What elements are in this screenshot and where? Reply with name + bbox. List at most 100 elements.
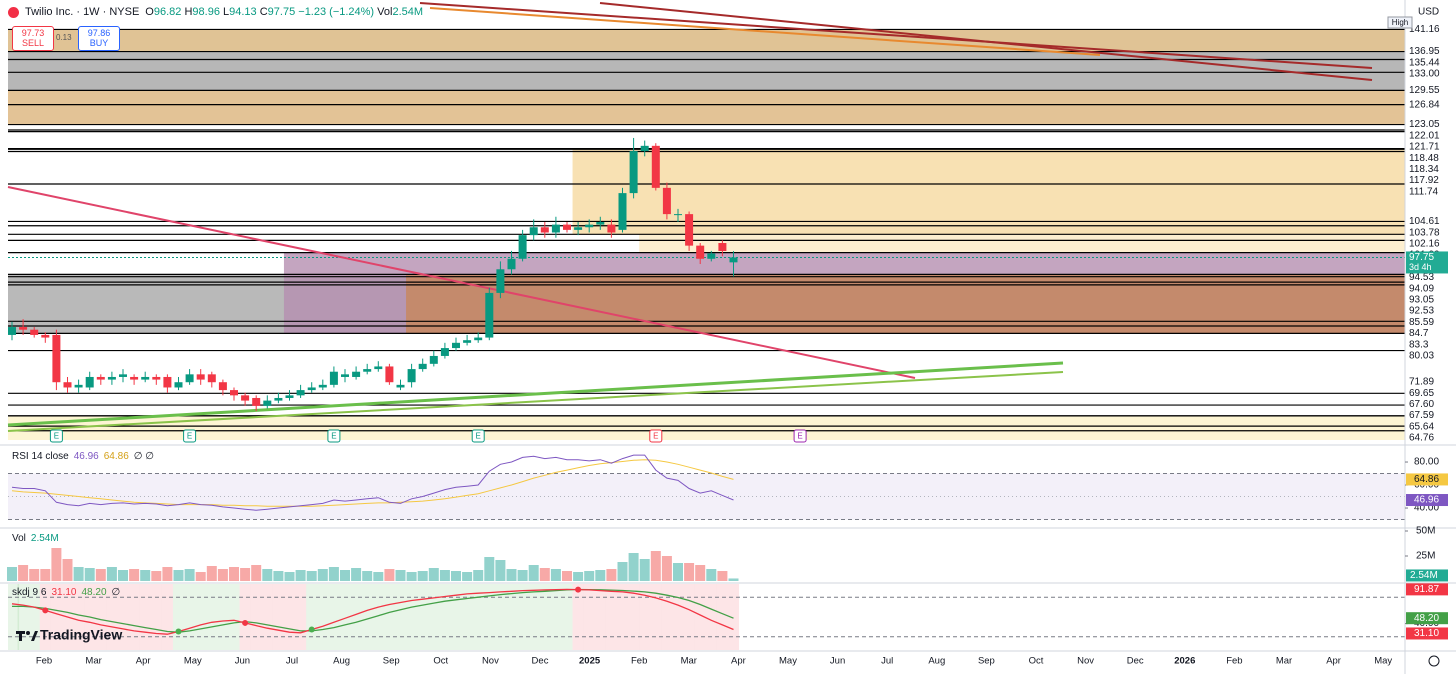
candle-body — [263, 400, 272, 406]
price-label: 133.00 — [1409, 69, 1440, 80]
candle-body — [618, 193, 627, 230]
skdj-shade — [372, 584, 384, 650]
candle-body — [252, 397, 261, 406]
skdj-shade — [8, 584, 20, 650]
ohlc-letter: C — [259, 6, 268, 18]
sell-button[interactable]: 97.73 SELL — [12, 26, 54, 51]
time-label: Jun — [830, 656, 845, 667]
ohlc-value: 94.13 — [229, 6, 257, 18]
skdj-shade — [483, 584, 495, 650]
candle-body — [529, 227, 538, 236]
candle-body — [596, 222, 605, 225]
rsi-nulls: ∅ ∅ — [133, 451, 154, 462]
candle-body — [41, 334, 50, 338]
candle-body — [19, 327, 28, 330]
volume-bar — [484, 557, 495, 581]
volume-bar — [639, 559, 650, 581]
buy-button[interactable]: 97.86 BUY — [78, 26, 120, 51]
candle-body — [463, 340, 472, 343]
trend-line — [7, 371, 1064, 432]
price-label: 102.16 — [1409, 238, 1440, 249]
skdj-shade — [172, 584, 185, 650]
candle-body — [363, 369, 372, 372]
candle-body — [607, 224, 616, 233]
ohlc-value: 96.82 — [153, 6, 182, 18]
volume-value: 2.54M — [392, 6, 424, 18]
price-label: 136.95 — [1409, 46, 1440, 57]
time-label: Dec — [1127, 656, 1144, 667]
price-label: 67.60 — [1409, 399, 1434, 410]
volume-bar — [262, 569, 273, 581]
candle-body — [352, 371, 361, 377]
volume-bar — [695, 565, 706, 581]
candle-body — [163, 376, 172, 388]
volume-bar — [184, 569, 195, 581]
trend-line — [599, 2, 1373, 81]
earnings-label: E — [797, 432, 802, 441]
time-label: Apr — [1326, 656, 1341, 667]
candle-body — [540, 227, 549, 233]
candle-body — [729, 257, 738, 263]
trend-lines — [7, 2, 1373, 432]
candle-body — [496, 269, 505, 293]
volume-bar — [661, 556, 672, 581]
price-label: 69.65 — [1409, 388, 1434, 399]
skdj-shade — [317, 584, 329, 650]
volume-bar — [73, 567, 84, 581]
volume-bar — [628, 553, 639, 581]
candle-body — [418, 363, 427, 370]
rsi-ma-label: 64.86 — [1414, 474, 1439, 485]
volume-bar — [550, 569, 561, 581]
rsi-ma-value: 64.86 — [103, 451, 129, 462]
trend-line — [419, 2, 1373, 69]
skdj-shade — [605, 584, 617, 650]
skdj-shade — [628, 584, 640, 650]
skdj-shade — [339, 584, 351, 650]
volume-bar — [118, 570, 128, 581]
skdj-marker-box — [1406, 583, 1448, 596]
price-label: 93.05 — [1409, 294, 1434, 305]
skdj-shade — [716, 584, 728, 650]
price-label: 122.01 — [1409, 130, 1440, 141]
zone — [639, 234, 1405, 253]
skdj-shade — [383, 584, 395, 650]
volume-bar — [562, 571, 572, 581]
candle-body — [507, 258, 516, 270]
zone — [406, 274, 1405, 334]
time-label: Nov — [482, 656, 499, 667]
skdj-shade — [561, 584, 573, 650]
time-label: 2025 — [579, 656, 601, 667]
earnings-marker — [471, 429, 485, 443]
volume-bar — [40, 569, 51, 581]
zone — [8, 51, 1405, 91]
candle-body — [130, 376, 139, 380]
candle-body — [551, 224, 560, 233]
price-label: 65.64 — [1409, 421, 1434, 432]
candle-body — [174, 382, 183, 388]
volume-value: 2.54M — [30, 533, 59, 544]
volume-box — [1406, 569, 1448, 582]
candle-body — [662, 187, 671, 215]
volume-legend: Vol 2.54M — [12, 533, 59, 544]
skdj-shade — [195, 584, 207, 650]
skdj-shade — [494, 584, 506, 650]
settings-icon[interactable] — [1428, 655, 1440, 667]
candle-body — [218, 382, 227, 391]
volume-bar — [528, 565, 539, 581]
candle-body — [74, 384, 83, 388]
volume-bar — [284, 572, 295, 581]
skdj-shade — [184, 584, 196, 650]
skdj-shade — [95, 584, 107, 650]
skdj-cross — [175, 628, 182, 635]
candle-body — [241, 395, 250, 401]
candle-body — [296, 390, 305, 396]
price-label: 83.3 — [1409, 339, 1429, 350]
zones — [8, 29, 1406, 440]
skdj-shade — [428, 584, 440, 650]
rsi-value: 46.96 — [73, 451, 99, 462]
price-label: 85.59 — [1409, 317, 1434, 328]
skdj-shade — [28, 584, 40, 650]
skdj-shade — [206, 584, 218, 650]
volume-letter: Vol — [377, 6, 393, 18]
skdj-shade — [73, 584, 85, 650]
